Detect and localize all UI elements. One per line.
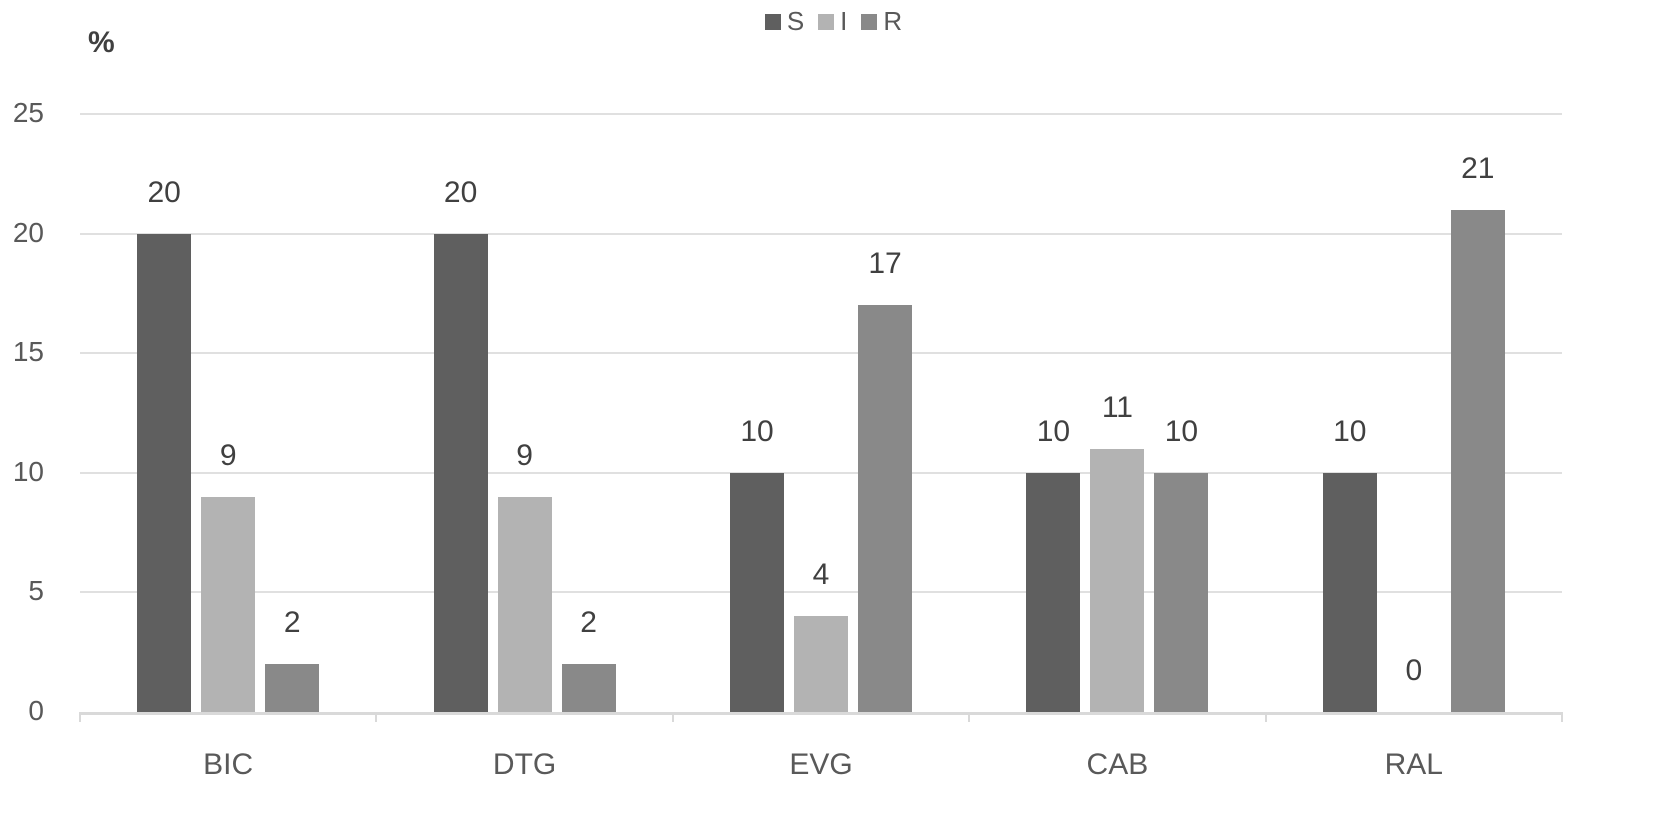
x-category-label: DTG — [492, 748, 557, 781]
data-label: 10 — [740, 414, 774, 448]
y-tick-label: 25 — [12, 97, 44, 128]
gridline — [80, 471, 1562, 474]
x-tick-mark — [968, 712, 971, 722]
data-label: 10 — [1036, 414, 1071, 448]
bar-dtg-r — [561, 664, 616, 712]
legend-swatch-icon — [764, 13, 781, 30]
x-tick-mark — [671, 712, 674, 722]
data-label: 20 — [147, 175, 181, 209]
data-label: 10 — [1333, 414, 1367, 448]
bar-cab-i — [1090, 448, 1145, 712]
bar-evg-i — [794, 616, 848, 712]
bar-bic-s — [137, 233, 192, 712]
x-tick-mark — [79, 712, 81, 722]
data-label: 9 — [219, 438, 237, 472]
legend-label: S — [786, 6, 805, 36]
legend-swatch-icon — [861, 13, 878, 30]
y-tick-label: 0 — [28, 695, 44, 726]
legend-label: R — [883, 6, 903, 36]
data-label: 21 — [1461, 151, 1495, 185]
y-tick-label: 5 — [28, 575, 44, 607]
legend-item-r: R — [861, 6, 902, 37]
data-label: 2 — [580, 606, 597, 640]
y-axis-unit-label: % — [88, 26, 115, 59]
legend-item-s: S — [764, 6, 805, 37]
bar-bic-r — [265, 664, 320, 712]
legend-item-i: I — [818, 6, 847, 37]
data-label: 17 — [868, 247, 902, 281]
data-label: 11 — [1101, 390, 1133, 424]
legend-swatch-icon — [818, 13, 835, 30]
x-tick-mark — [1264, 712, 1267, 722]
bar-cab-s — [1026, 472, 1081, 712]
bar-cab-r — [1154, 472, 1209, 712]
bar-evg-s — [730, 472, 784, 712]
gridline — [80, 591, 1562, 594]
bar-dtg-s — [433, 233, 488, 712]
x-category-label: BIC — [203, 748, 254, 781]
data-label: 0 — [1405, 654, 1423, 687]
x-category-label: EVG — [789, 748, 853, 781]
x-tick-mark — [1561, 712, 1563, 722]
bar-evg-r — [858, 305, 912, 712]
data-label: 10 — [1164, 414, 1199, 448]
bar-ral-s — [1322, 472, 1377, 712]
x-tick-mark — [375, 712, 378, 722]
data-label: 20 — [443, 175, 478, 209]
data-label: 4 — [812, 558, 830, 592]
gridline — [80, 113, 1562, 115]
bar-bic-i — [201, 496, 256, 712]
y-tick-label: 15 — [12, 336, 44, 368]
x-category-label: CAB — [1086, 748, 1149, 781]
y-tick-label: 10 — [12, 455, 44, 487]
bar-dtg-i — [497, 496, 552, 712]
x-axis-line — [80, 712, 1562, 715]
data-label: 2 — [283, 606, 301, 640]
legend-label: I — [840, 6, 848, 36]
bar-ral-r — [1450, 209, 1505, 712]
x-category-label: RAL — [1384, 748, 1443, 781]
data-label: 9 — [516, 438, 533, 472]
gridline — [80, 352, 1562, 355]
y-tick-label: 20 — [12, 216, 44, 248]
gridline — [80, 232, 1562, 235]
